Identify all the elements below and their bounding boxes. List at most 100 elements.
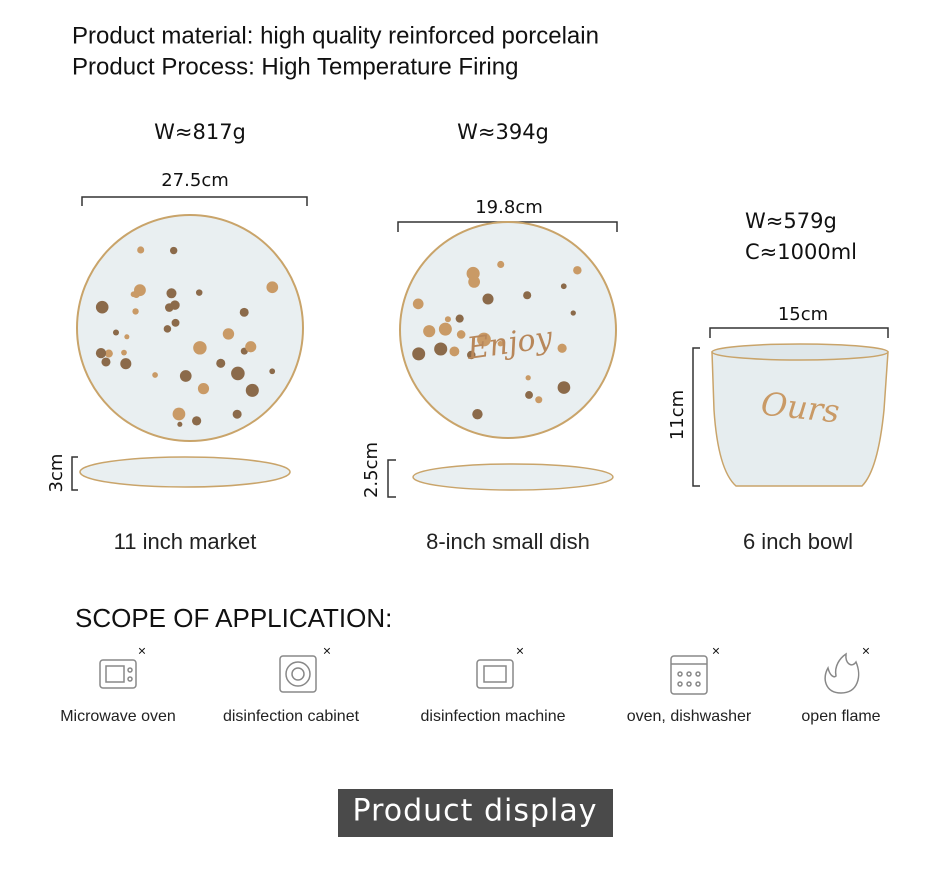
decor-dot bbox=[152, 372, 158, 378]
decor-dot bbox=[467, 350, 476, 360]
decor-dot bbox=[497, 260, 505, 268]
decor-dot bbox=[163, 325, 172, 333]
decor-dot bbox=[179, 370, 192, 382]
decor-dot bbox=[455, 314, 464, 323]
bowl-rim bbox=[711, 343, 889, 361]
decor-dot bbox=[232, 409, 242, 419]
not-allowed-mark: × bbox=[138, 643, 146, 659]
decor-dot bbox=[169, 246, 178, 255]
decor-dot bbox=[560, 283, 567, 290]
decor-dot bbox=[170, 300, 180, 310]
decor-dot bbox=[120, 358, 132, 370]
width-label: 27.5cm bbox=[161, 170, 229, 191]
height-line bbox=[71, 456, 78, 491]
decor-dot bbox=[434, 342, 448, 356]
decor-dot bbox=[132, 290, 141, 298]
decor-dot bbox=[449, 346, 460, 357]
decor-dot bbox=[557, 381, 571, 394]
product-name: 6 inch bowl bbox=[743, 529, 853, 554]
decor-dot bbox=[231, 366, 245, 381]
not-allowed-mark: × bbox=[862, 643, 870, 659]
material-text: Product material: high quality reinforce… bbox=[72, 22, 599, 49]
decor-dot bbox=[197, 383, 210, 395]
product-name: 11 inch market bbox=[114, 529, 257, 554]
decor-dot bbox=[245, 383, 259, 397]
weight-label: W≈817g bbox=[154, 120, 246, 144]
microwave-icon bbox=[99, 659, 137, 689]
decor-dot bbox=[423, 325, 436, 338]
height-line bbox=[387, 459, 396, 498]
decor-dot bbox=[195, 289, 203, 296]
scope-item: disinfection cabinet bbox=[223, 708, 360, 725]
width-label: 15cm bbox=[778, 304, 828, 325]
decor-dot bbox=[166, 288, 177, 299]
decor-dot bbox=[525, 391, 533, 399]
width-line bbox=[709, 327, 889, 338]
width-line bbox=[81, 196, 308, 206]
machine-icon bbox=[476, 659, 514, 689]
decor-dot bbox=[535, 396, 543, 404]
decor-dot bbox=[573, 266, 582, 275]
width-label: 19.8cm bbox=[475, 197, 543, 218]
cabinet-icon bbox=[279, 655, 317, 693]
decor-dot bbox=[523, 291, 532, 300]
decor-dot bbox=[525, 375, 531, 381]
decor-dot bbox=[104, 349, 113, 358]
decor-dot bbox=[482, 293, 494, 305]
height-line bbox=[692, 347, 700, 487]
decor-dot bbox=[177, 421, 183, 427]
capacity-label: C≈1000ml bbox=[745, 240, 857, 264]
decor-dot bbox=[239, 307, 249, 317]
decor-dot bbox=[101, 357, 111, 367]
bowl-inscription: Ours bbox=[759, 385, 841, 431]
decor-dot bbox=[121, 349, 127, 356]
decor-dot bbox=[269, 368, 276, 375]
scope-item: oven, dishwasher bbox=[627, 708, 752, 725]
decor-dot bbox=[132, 308, 139, 315]
scope-item: open flame bbox=[801, 708, 880, 725]
flame-icon bbox=[824, 652, 860, 694]
weight-label: W≈579g bbox=[745, 209, 837, 233]
decor-dot bbox=[497, 340, 504, 347]
decor-dot bbox=[172, 407, 186, 421]
button-label[interactable]: Product display bbox=[353, 794, 598, 829]
decor-dot bbox=[216, 358, 226, 368]
decor-dot bbox=[438, 322, 452, 336]
process-text: Product Process: High Temperature Firing bbox=[72, 53, 518, 80]
decor-dot bbox=[466, 266, 480, 281]
not-allowed-mark: × bbox=[323, 643, 331, 659]
not-allowed-mark: × bbox=[516, 643, 524, 659]
product-name: 8-inch small dish bbox=[426, 529, 590, 554]
height-label: 11cm bbox=[667, 390, 688, 440]
decor-dot bbox=[112, 329, 120, 336]
decor-dot bbox=[171, 318, 180, 327]
scope-title: SCOPE OF APPLICATION: bbox=[75, 603, 392, 633]
decor-dot bbox=[245, 341, 257, 353]
plate-side bbox=[79, 456, 291, 488]
decor-dot bbox=[192, 416, 202, 426]
button-background[interactable] bbox=[338, 789, 613, 837]
decor-dot bbox=[95, 300, 109, 314]
decor-dot bbox=[412, 298, 424, 310]
scope-item: disinfection machine bbox=[421, 708, 566, 725]
plate-side bbox=[412, 463, 614, 491]
decor-dot bbox=[266, 281, 279, 294]
decor-dot bbox=[477, 332, 491, 347]
weight-label: W≈394g bbox=[457, 120, 549, 144]
decor-dot bbox=[570, 310, 576, 316]
decor-dot bbox=[412, 347, 426, 361]
scope-item: Microwave oven bbox=[60, 708, 176, 725]
decor-dot bbox=[95, 347, 107, 359]
decor-dot bbox=[444, 316, 451, 323]
decor-dot bbox=[193, 341, 207, 355]
decor-dot bbox=[124, 334, 130, 340]
height-label: 3cm bbox=[46, 454, 67, 493]
not-allowed-mark: × bbox=[712, 643, 720, 659]
decor-dot bbox=[137, 246, 145, 254]
product-display-button[interactable]: Product display bbox=[338, 789, 613, 837]
decor-dot bbox=[557, 343, 567, 353]
decor-dot bbox=[456, 330, 466, 339]
plate-top bbox=[76, 214, 304, 442]
